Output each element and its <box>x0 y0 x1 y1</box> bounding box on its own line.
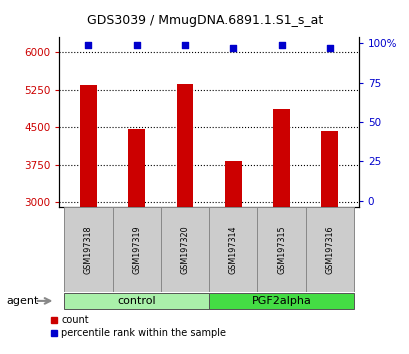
Point <box>133 42 139 48</box>
Text: GSM197320: GSM197320 <box>180 225 189 274</box>
Bar <box>128 129 145 207</box>
Text: GSM197315: GSM197315 <box>276 225 285 274</box>
Point <box>85 42 92 48</box>
Bar <box>176 84 193 207</box>
Bar <box>64 293 209 309</box>
Text: GSM197314: GSM197314 <box>228 225 237 274</box>
Bar <box>272 109 289 207</box>
Bar <box>209 207 257 292</box>
Bar <box>209 293 353 309</box>
Point <box>181 42 188 48</box>
Point <box>278 42 284 48</box>
Text: GSM197319: GSM197319 <box>132 225 141 274</box>
Text: GSM197318: GSM197318 <box>84 225 93 274</box>
Bar <box>64 207 112 292</box>
Bar <box>321 131 337 207</box>
Point <box>326 45 332 51</box>
Text: control: control <box>117 296 155 306</box>
Legend: count, percentile rank within the sample: count, percentile rank within the sample <box>46 312 230 342</box>
Point <box>229 45 236 51</box>
Bar <box>160 207 209 292</box>
Text: PGF2alpha: PGF2alpha <box>251 296 311 306</box>
Bar <box>305 207 353 292</box>
Text: GDS3039 / MmugDNA.6891.1.S1_s_at: GDS3039 / MmugDNA.6891.1.S1_s_at <box>87 14 322 27</box>
Bar <box>257 207 305 292</box>
Bar <box>224 161 241 207</box>
Text: agent: agent <box>6 296 38 306</box>
Text: GSM197316: GSM197316 <box>324 225 333 274</box>
Bar <box>80 85 97 207</box>
Bar <box>112 207 160 292</box>
